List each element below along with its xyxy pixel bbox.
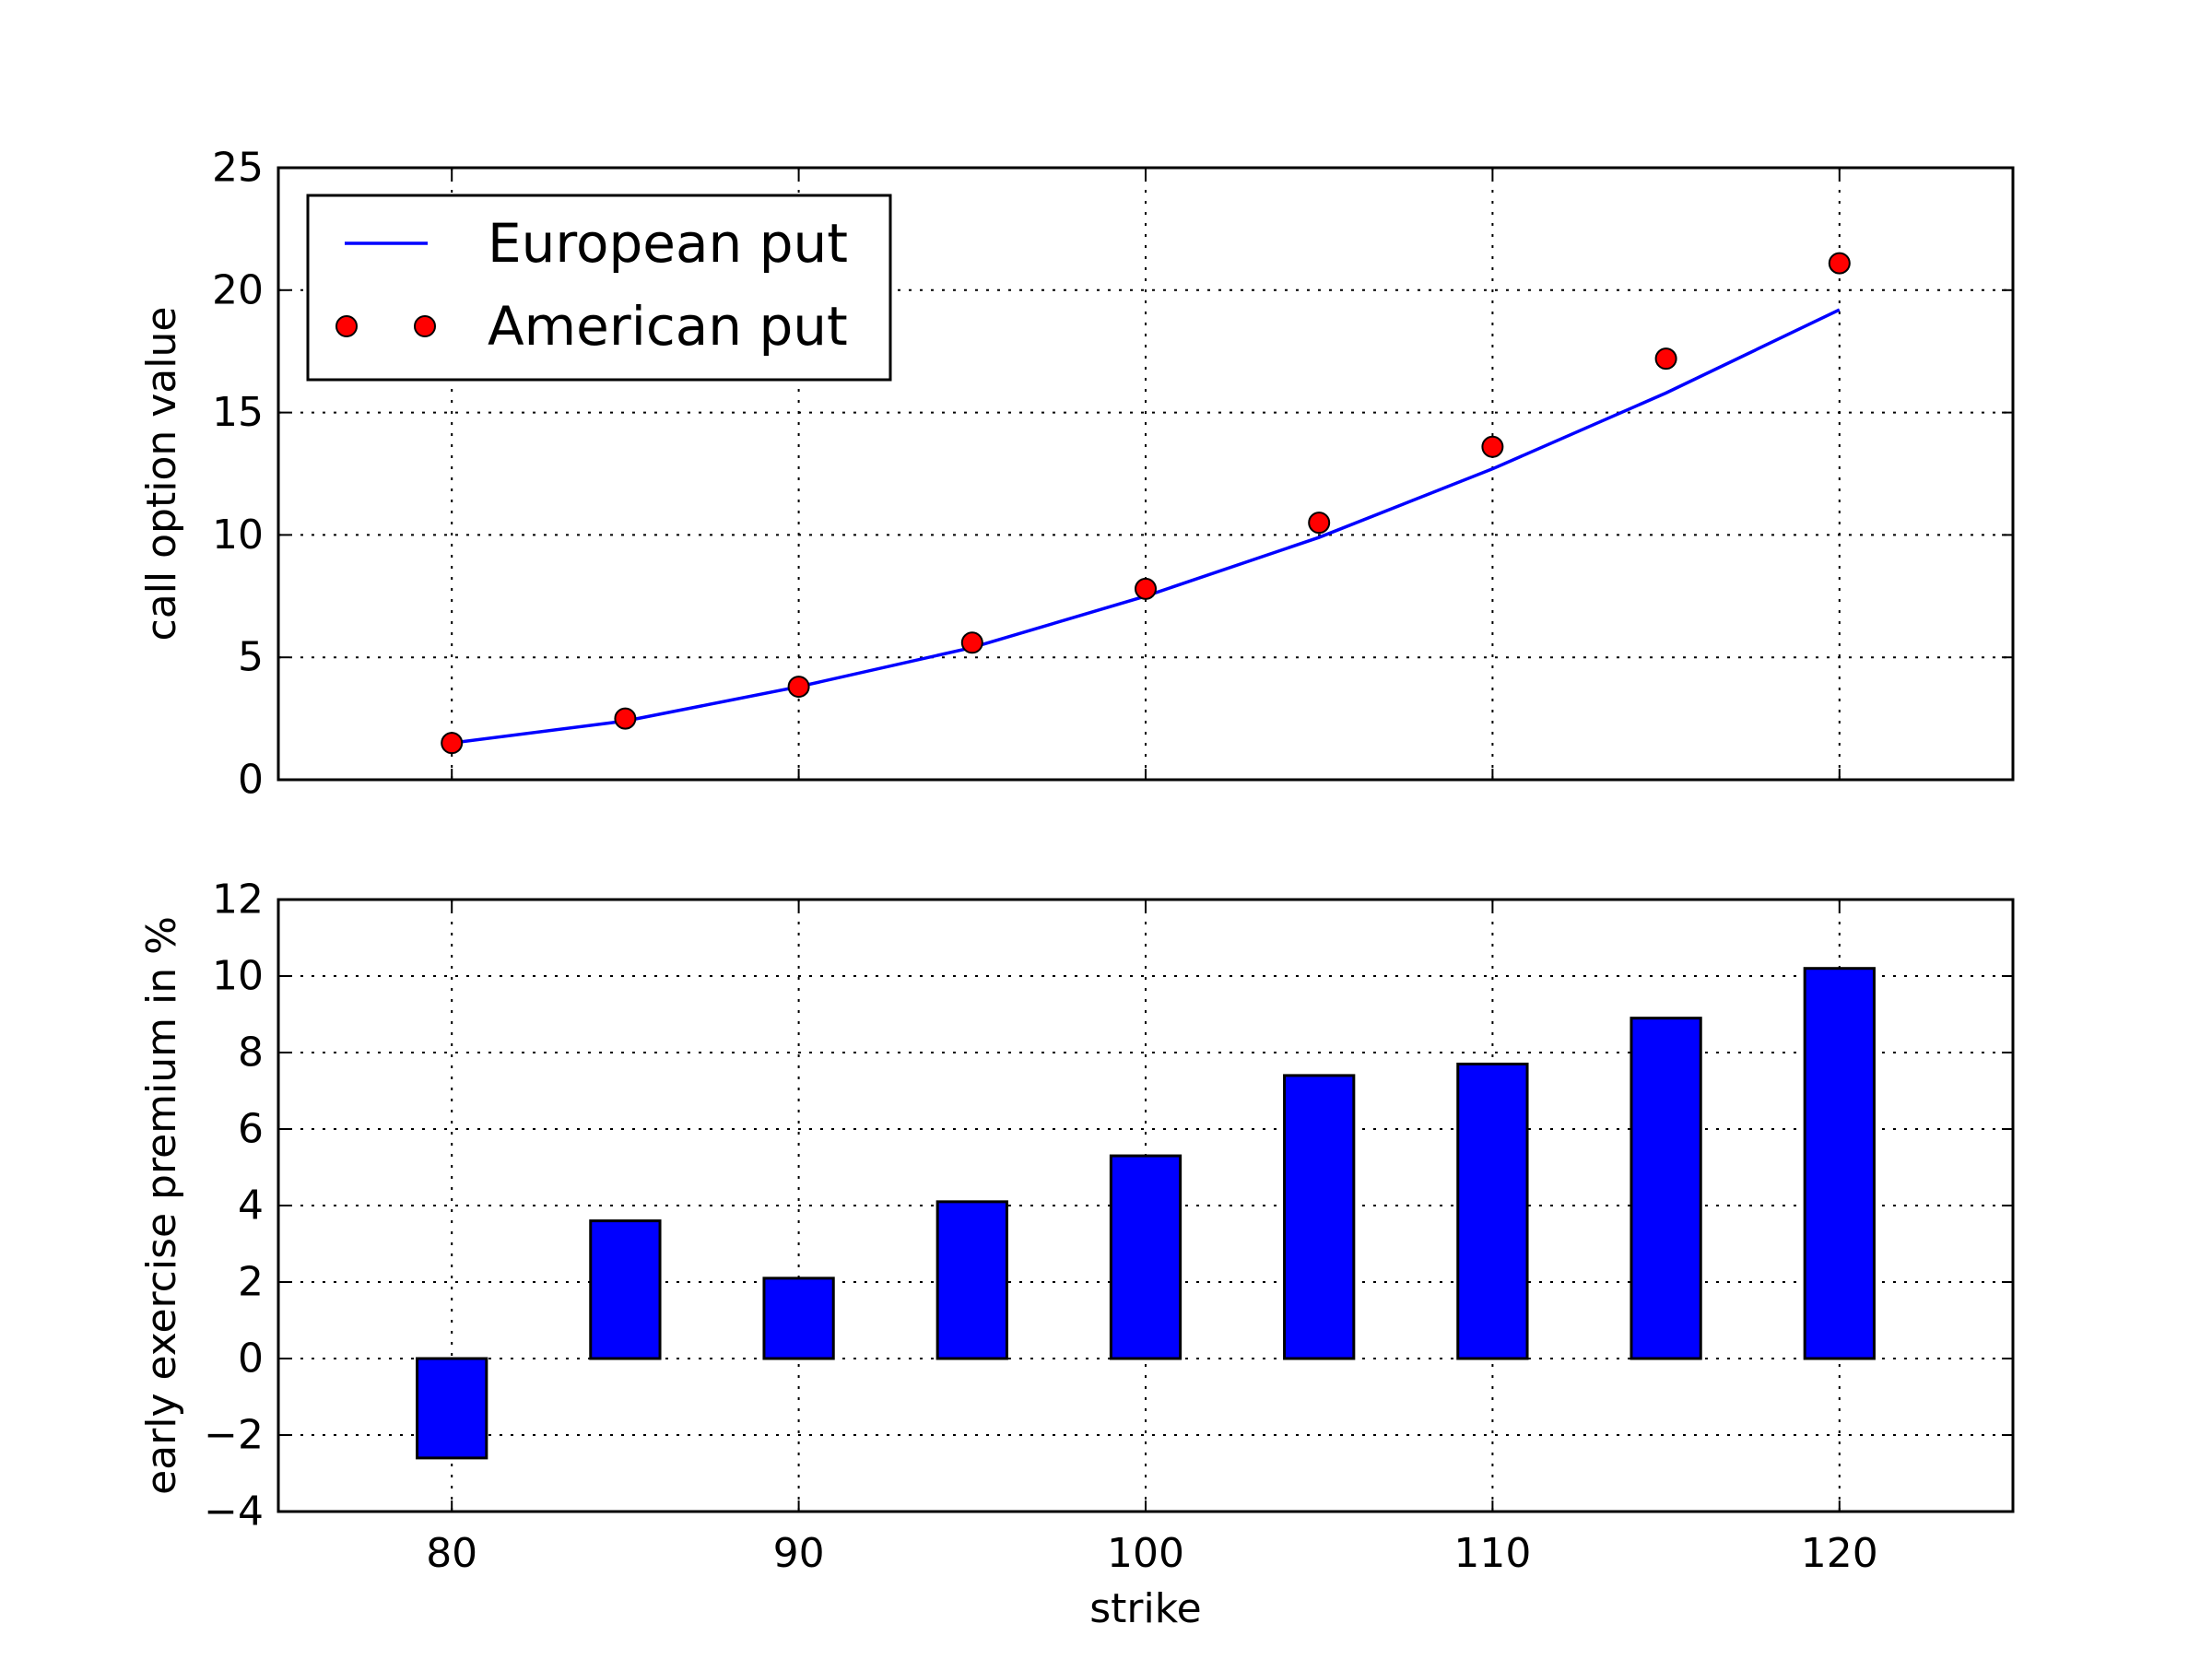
- y-tick-label: 10: [212, 953, 264, 1000]
- y-tick-label: −2: [204, 1412, 264, 1459]
- premium-bar: [762, 1277, 835, 1360]
- premium-bar: [1456, 1062, 1529, 1360]
- x-tick-label: 100: [1107, 1530, 1184, 1577]
- y-tick-label: 0: [238, 757, 264, 804]
- legend-marker-swatch: [335, 315, 358, 337]
- premium-bar: [1803, 967, 1876, 1360]
- early-exercise-premium-panel: −4 −2 0 2 4 6 8 10 12 80 90 100 110 120 early exercise…: [138, 877, 2015, 1632]
- y-tick-label: 0: [238, 1335, 264, 1382]
- y-tick-label: −4: [204, 1488, 264, 1535]
- american-put-point: [787, 676, 810, 699]
- y-tick-label: 20: [212, 266, 264, 313]
- y-axis-label: early exercise premium in %: [138, 916, 185, 1495]
- y-tick-label: 15: [212, 389, 264, 436]
- american-put-point: [1308, 512, 1331, 535]
- x-tick-label: 120: [1801, 1530, 1878, 1577]
- x-axis-label: strike: [1089, 1585, 1201, 1632]
- y-tick-label: 6: [238, 1106, 264, 1153]
- y-axis-label: call option value: [138, 307, 185, 641]
- y-tick-label: 12: [212, 877, 264, 924]
- premium-bar: [1109, 1154, 1182, 1360]
- american-put-point: [1481, 435, 1504, 458]
- option-value-panel: 0 5 10 15 20 25 European put American put call o…: [138, 145, 2015, 804]
- legend-box: [306, 194, 892, 382]
- premium-bar: [1283, 1074, 1356, 1360]
- x-tick-label: 110: [1453, 1530, 1531, 1577]
- y-tick-label: 2: [238, 1259, 264, 1306]
- american-put-point: [441, 732, 464, 755]
- premium-bar: [935, 1200, 1008, 1360]
- legend-label-european: European put: [488, 212, 848, 275]
- y-tick-label: 10: [212, 512, 264, 559]
- axes-frame: [276, 166, 2015, 782]
- premium-bar: [589, 1219, 662, 1360]
- y-tick-label: 8: [238, 1030, 264, 1077]
- x-tick-label: 90: [773, 1530, 825, 1577]
- legend-label-american: American put: [488, 295, 848, 358]
- american-put-point: [960, 631, 983, 654]
- y-tick-label: 4: [238, 1182, 264, 1230]
- american-put-point: [1654, 347, 1677, 371]
- american-put-point: [1135, 577, 1157, 600]
- y-tick-label: 25: [212, 145, 264, 192]
- american-put-point: [614, 707, 637, 730]
- legend-marker-swatch: [414, 315, 436, 337]
- american-put-point: [1828, 252, 1851, 275]
- y-tick-label: 5: [238, 634, 264, 681]
- premium-bar: [416, 1357, 488, 1460]
- premium-bar: [1630, 1017, 1702, 1360]
- axes-frame: [276, 898, 2015, 1513]
- x-tick-label: 80: [426, 1530, 477, 1577]
